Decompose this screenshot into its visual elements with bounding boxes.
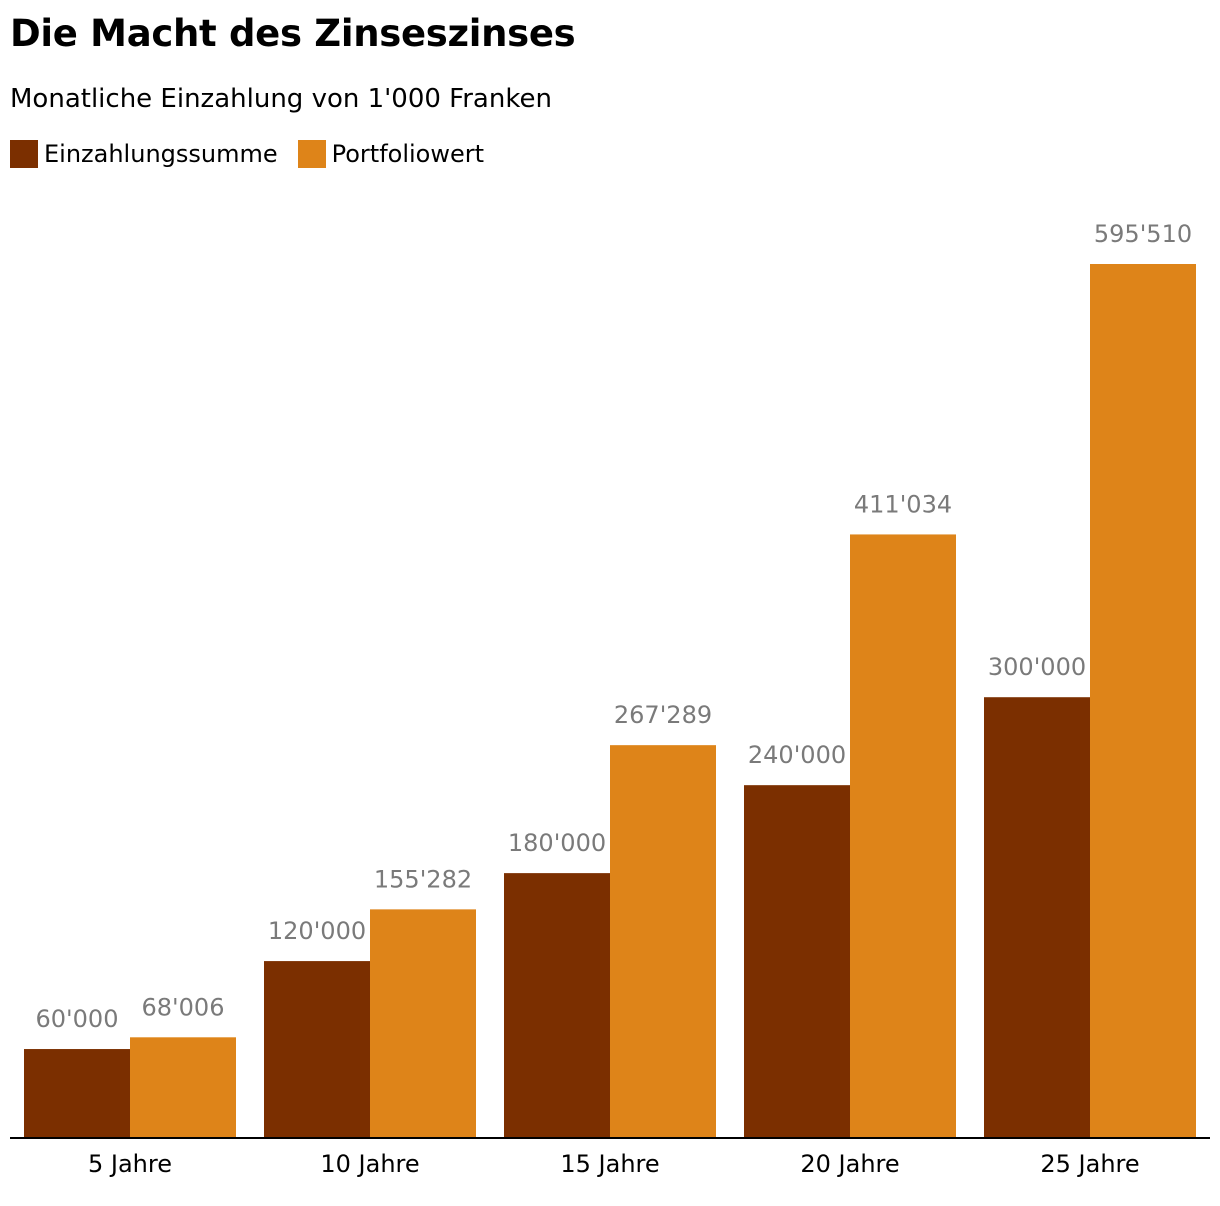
legend-label-einzahlungssumme: Einzahlungssumme	[44, 140, 278, 168]
bar-einzahlungssumme-15-jahre	[504, 873, 610, 1137]
x-tick-label-25-jahre: 25 Jahre	[1040, 1150, 1139, 1178]
value-label-portfoliowert-25-jahre: 595'510	[1094, 220, 1192, 248]
bar-portfoliowert-5-jahre	[130, 1037, 236, 1137]
bar-einzahlungssumme-25-jahre	[984, 697, 1090, 1137]
bar-einzahlungssumme-20-jahre	[744, 785, 850, 1137]
bar-portfoliowert-15-jahre	[610, 745, 716, 1137]
legend: Einzahlungssumme Portfoliowert	[10, 140, 504, 168]
bar-einzahlungssumme-10-jahre	[264, 961, 370, 1137]
value-label-einzahlungssumme-10-jahre: 120'000	[268, 917, 366, 945]
legend-swatch-portfoliowert	[297, 140, 326, 168]
value-label-portfoliowert-5-jahre: 68'006	[142, 993, 225, 1021]
x-tick-label-10-jahre: 10 Jahre	[320, 1150, 419, 1178]
x-tick-label-15-jahre: 15 Jahre	[560, 1150, 659, 1178]
bar-einzahlungssumme-5-jahre	[24, 1049, 130, 1137]
bar-portfoliowert-25-jahre	[1090, 264, 1196, 1137]
legend-item-portfoliowert: Portfoliowert	[297, 140, 485, 168]
value-label-portfoliowert-10-jahre: 155'282	[374, 865, 472, 893]
bar-portfoliowert-20-jahre	[850, 534, 956, 1137]
value-label-einzahlungssumme-25-jahre: 300'000	[988, 653, 1086, 681]
chart-subtitle: Monatliche Einzahlung von 1'000 Franken	[10, 84, 552, 114]
chart-title: Die Macht des Zinseszinses	[10, 12, 576, 55]
x-tick-label-20-jahre: 20 Jahre	[800, 1150, 899, 1178]
x-tick-label-5-jahre: 5 Jahre	[88, 1150, 172, 1178]
value-label-einzahlungssumme-5-jahre: 60'000	[36, 1005, 119, 1033]
value-label-einzahlungssumme-15-jahre: 180'000	[508, 829, 606, 857]
value-label-portfoliowert-20-jahre: 411'034	[854, 490, 952, 518]
legend-label-portfoliowert: Portfoliowert	[331, 140, 485, 168]
legend-item-einzahlungssumme: Einzahlungssumme	[10, 140, 278, 168]
legend-swatch-einzahlungssumme	[10, 140, 38, 168]
value-label-portfoliowert-15-jahre: 267'289	[614, 701, 712, 729]
bar-portfoliowert-10-jahre	[370, 909, 476, 1137]
value-label-einzahlungssumme-20-jahre: 240'000	[748, 741, 846, 769]
